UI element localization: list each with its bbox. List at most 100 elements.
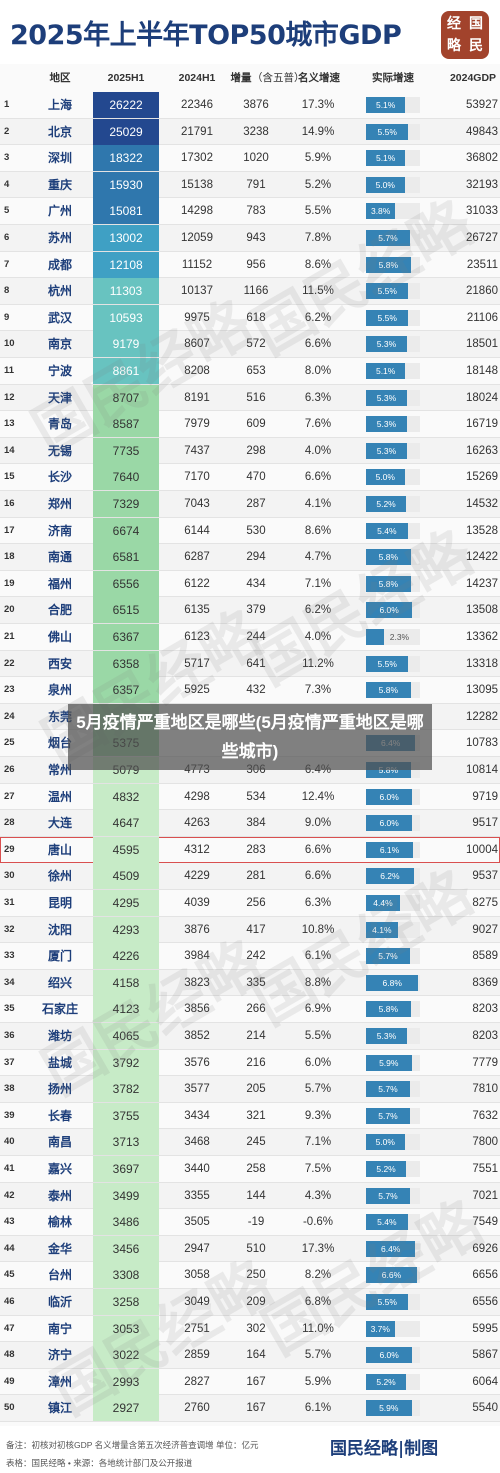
real-growth-bar-track: 6.0% (366, 602, 420, 619)
nominal-growth-cell: -0.6% (302, 1216, 334, 1229)
h1-2024-cell: 4229 (184, 870, 210, 883)
real-growth-bar-track: 5.3% (366, 336, 420, 353)
h1-2025-cell: 26222 (93, 92, 159, 118)
h1-2025-cell: 3499 (93, 1182, 159, 1209)
city-cell: 苏州 (47, 231, 72, 245)
real-growth-bar: 5.2% (366, 1161, 407, 1177)
increase-cell: 242 (246, 950, 266, 963)
h1-2024-cell: 3058 (184, 1269, 210, 1282)
rank-cell: 7 (4, 258, 10, 270)
increase-cell: 167 (246, 1375, 266, 1388)
nominal-growth-cell: 6.6% (304, 338, 332, 351)
gdp-2024-cell: 6656 (472, 1269, 498, 1282)
h1-2025-cell: 10593 (93, 304, 159, 331)
increase-cell: 641 (246, 657, 266, 670)
rank-cell: 20 (4, 604, 15, 616)
real-growth-bar: 4.4% (366, 895, 400, 911)
real-growth-bar: 5.7% (366, 1081, 410, 1098)
increase-cell: 379 (246, 604, 266, 617)
real-growth-label: 5.7% (378, 233, 398, 243)
real-growth-label: 5.0% (375, 1137, 395, 1148)
city-cell: 郑州 (47, 497, 72, 511)
table-row: 45 台州 3308 3058 250 8.2% 6.6% 6656 (0, 1262, 500, 1289)
table-row: 3 深圳 18322 17302 1020 5.9% 5.1% 36802 (0, 145, 500, 172)
h1-2025-cell: 4293 (93, 916, 159, 943)
real-growth-bar-track: 5.2% (366, 1373, 420, 1390)
table-row: 46 临沂 3258 3049 209 6.8% 5.5% 6556 (0, 1289, 500, 1316)
h1-2025-cell: 6358 (93, 650, 159, 677)
real-growth-bar: 6.0% (366, 1347, 413, 1364)
h1-2025-cell: 2993 (93, 1368, 159, 1395)
real-growth-bar: 5.3% (366, 1028, 407, 1044)
table-row: 28 大连 4647 4263 384 9.0% 6.0% 9517 (0, 810, 500, 837)
nominal-growth-cell: 6.6% (304, 471, 332, 484)
seal-char: 国 (469, 16, 483, 32)
h1-2024-cell: 6122 (184, 577, 210, 590)
table-row: 22 西安 6358 5717 641 11.2% 5.5% 13318 (0, 650, 500, 678)
city-cell: 长春 (47, 1108, 72, 1123)
h1-2025-cell: 7735 (93, 437, 159, 464)
gdp-2024-cell: 7551 (472, 1163, 498, 1175)
increase-cell: 432 (246, 684, 266, 697)
rank-cell: 22 (4, 657, 15, 669)
real-growth-bar: 5.4% (366, 1214, 408, 1231)
h1-2025-cell: 3258 (93, 1289, 159, 1315)
increase-cell: 956 (246, 258, 266, 271)
nominal-growth-cell: 4.3% (304, 1189, 332, 1202)
table-row: 37 盐城 3792 3576 216 6.0% 5.9% 7779 (0, 1049, 500, 1077)
city-cell: 临沂 (47, 1295, 72, 1309)
real-growth-bar-track: 6.0% (366, 1347, 420, 1364)
gdp-2024-cell: 26727 (466, 232, 498, 244)
headline-overlay: 5月疫情严重地区是哪些(5月疫情严重地区是哪些城市) (68, 704, 432, 770)
rank-cell: 1 (4, 99, 10, 110)
h1-2024-cell: 3876 (184, 923, 210, 936)
real-growth-label: 6.0% (379, 791, 399, 802)
real-growth-bar-track: 5.4% (366, 522, 420, 539)
seal-char: 略 (447, 38, 461, 54)
nominal-growth-cell: 7.6% (304, 418, 332, 431)
increase-cell: 321 (246, 1109, 266, 1122)
real-growth-bar: 5.0% (366, 469, 405, 486)
real-growth-bar: 5.3% (366, 442, 407, 459)
footer-brand: 国民经略|制图 (330, 1439, 439, 1459)
city-cell: 烟台 (47, 736, 72, 751)
city-cell: 杭州 (47, 284, 72, 299)
rank-cell: 6 (4, 232, 10, 243)
increase-cell: 335 (246, 976, 266, 989)
real-growth-bar-track: 5.3% (366, 389, 420, 406)
real-growth-bar: 5.3% (366, 416, 407, 433)
increase-cell: 470 (246, 471, 266, 484)
h1-2025-cell: 7640 (93, 464, 159, 491)
real-growth-bar: 6.6% (366, 1267, 417, 1284)
page-title: 2025年上半年TOP50城市GDP (10, 20, 402, 51)
real-growth-label: 5.1% (375, 366, 396, 376)
city-cell: 成都 (47, 257, 72, 272)
column-header-increase: 增量 (230, 72, 252, 84)
real-growth-bar: 6.0% (366, 815, 413, 832)
nominal-growth-cell: 9.3% (304, 1109, 332, 1122)
increase-cell: 1166 (243, 285, 269, 298)
real-growth-bar-track: 5.0% (366, 469, 420, 486)
h1-2024-cell: 15138 (181, 178, 213, 191)
real-growth-label: 5.3% (376, 445, 397, 456)
h1-2025-cell: 3782 (93, 1076, 159, 1103)
h1-2024-cell: 3576 (184, 1056, 210, 1069)
gdp-2024-cell: 21860 (466, 285, 498, 298)
table-row: 9 武汉 10593 9975 618 6.2% 5.5% 21106 (0, 304, 500, 332)
city-cell: 厦门 (47, 949, 72, 964)
table-row: 39 长春 3755 3434 321 9.3% 5.7% 7632 (0, 1102, 500, 1130)
increase-cell: 209 (246, 1296, 266, 1308)
real-growth-bar: 5.8% (366, 1001, 411, 1018)
table-row: 44 金华 3456 2947 510 17.3% 6.4% 6926 (0, 1235, 500, 1263)
nominal-growth-cell: 6.3% (304, 897, 332, 909)
table-row: 13 青岛 8587 7979 609 7.6% 5.3% 16719 (0, 411, 500, 438)
h1-2024-cell: 2760 (184, 1402, 210, 1415)
nominal-growth-cell: 6.1% (304, 1402, 332, 1415)
real-growth-label: 5.7% (378, 951, 398, 962)
rank-cell: 8 (4, 285, 10, 297)
h1-2025-cell: 6515 (93, 597, 159, 624)
real-growth-bar-track: 5.5% (366, 123, 420, 140)
nominal-growth-cell: 8.8% (304, 976, 332, 989)
city-cell: 石家庄 (41, 1002, 78, 1017)
increase-cell: 298 (246, 444, 266, 457)
